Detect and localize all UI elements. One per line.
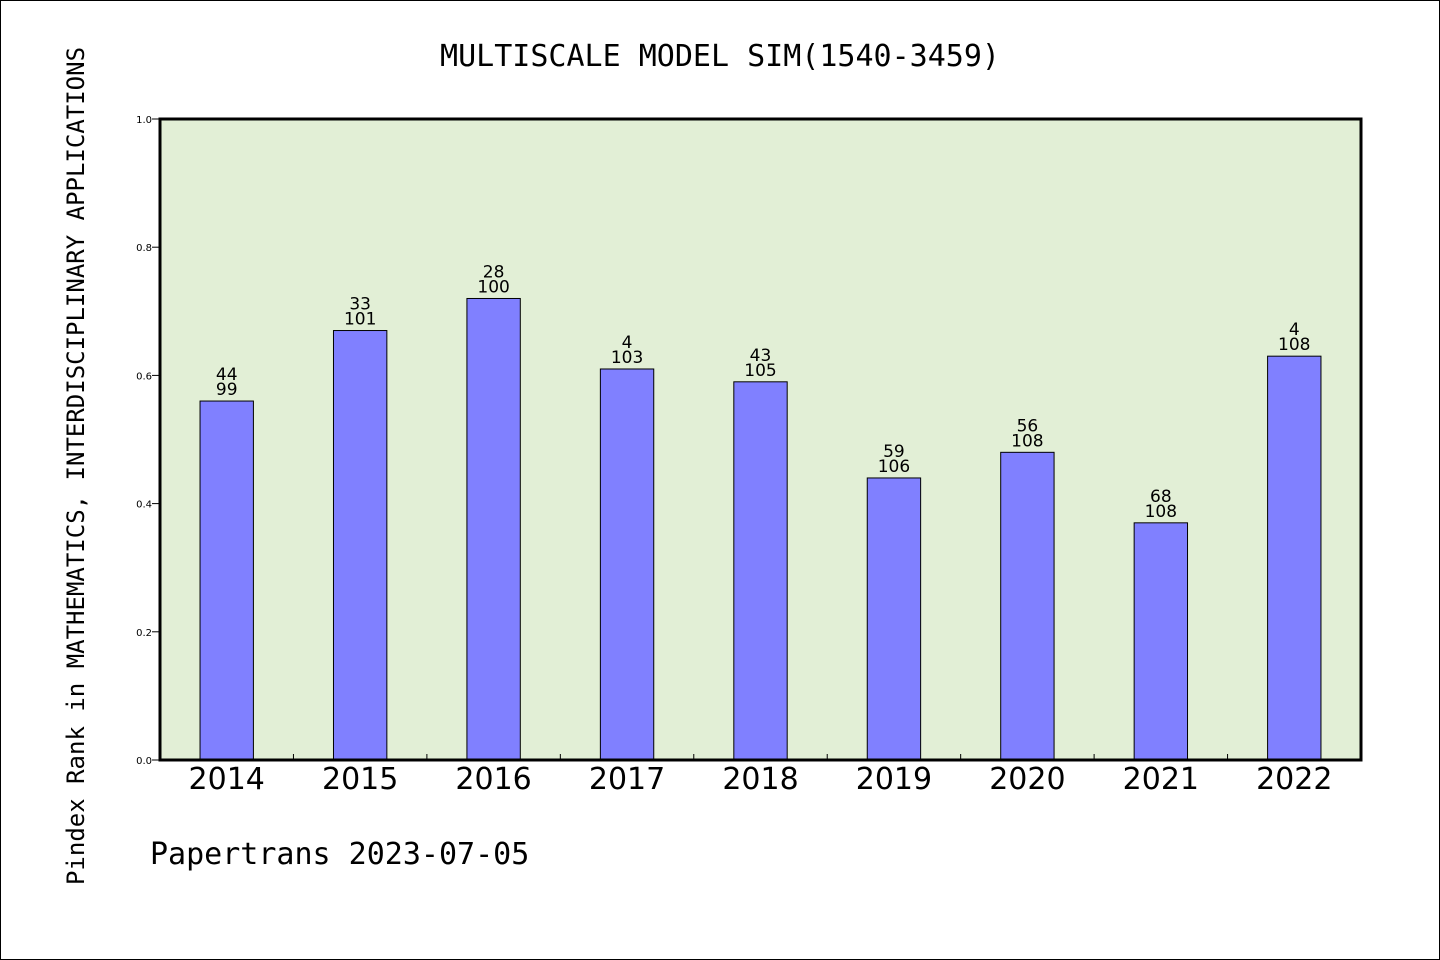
bar-2022 [1267,355,1322,761]
y-tick-label-0.8: 0.8 [136,243,152,254]
y-axis: 0.0 0.2 0.4 0.6 0.8 1.0 [136,115,160,767]
x-tick-label-2015: 2015 [322,762,398,797]
bar-2018 [733,381,788,761]
plot-border [158,117,1363,762]
bar-2021 [1133,522,1189,761]
footer-stamp: Papertrans 2023-07-05 [150,837,529,872]
y-tick-label-0.4: 0.4 [136,500,152,511]
bar-2015 [332,330,388,761]
total-label-2015: 101 [344,310,376,330]
bars-layer [199,297,1322,761]
total-label-2018: 105 [744,361,776,381]
x-tick-label-2021: 2021 [1123,762,1199,797]
y-tick-label-0.0: 0.0 [136,756,152,767]
total-label-2017: 103 [611,348,643,368]
rank-label-2021: 68 [1150,487,1172,507]
rank-label-2020: 56 [1017,416,1039,436]
x-tick-label-2014: 2014 [189,762,265,797]
y-tick-label-0.6: 0.6 [136,371,152,382]
y-axis-label: Pindex Rank in MATHEMATICS, INTERDISCIPL… [62,47,90,885]
bar-2016 [466,297,521,761]
total-label-2020: 108 [1011,431,1043,451]
x-tick-label-2019: 2019 [856,762,932,797]
bar-2019 [866,477,922,761]
y-tick-label-0.2: 0.2 [136,628,152,639]
bar-2014 [199,400,254,761]
y-tick-label-1.0: 1.0 [136,115,152,126]
rank-label-2017: 4 [622,333,633,353]
rank-label-2018: 43 [750,346,772,366]
total-label-2016: 100 [477,277,509,297]
x-tick-label-2022: 2022 [1256,762,1332,797]
bar-2020 [1000,451,1055,761]
rank-label-2015: 33 [349,295,371,315]
bar-2017 [599,368,655,761]
total-label-2022: 108 [1278,335,1310,355]
x-tick-label-2016: 2016 [455,762,531,797]
total-label-2021: 108 [1145,502,1177,522]
rank-label-2016: 28 [483,262,505,282]
rank-label-2014: 44 [216,365,238,385]
x-tick-label-2017: 2017 [589,762,665,797]
x-axis: 2014 2015 2016 2017 2018 2019 2020 2021 2022 [189,754,1332,797]
x-tick-label-2020: 2020 [989,762,1065,797]
x-tick-label-2018: 2018 [722,762,798,797]
total-label-2019: 106 [878,457,910,477]
chart-title: MULTISCALE MODEL SIM(1540-3459) [440,39,1000,74]
rank-label-2022: 4 [1289,320,1300,340]
total-label-2014: 99 [216,380,238,400]
rank-label-2019: 59 [883,442,905,462]
